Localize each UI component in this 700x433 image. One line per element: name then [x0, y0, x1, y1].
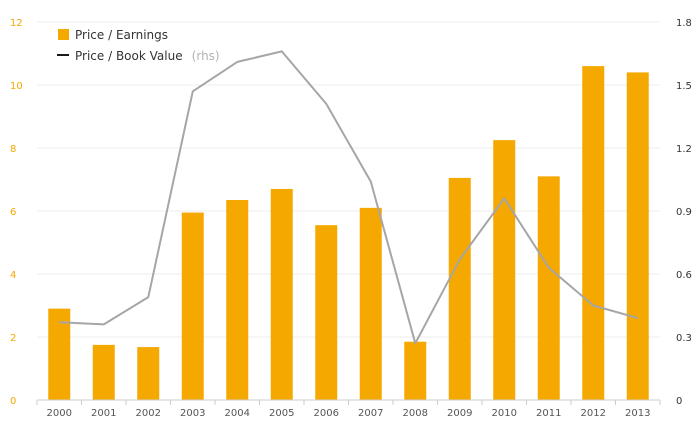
y-left-tick-label: 6: [10, 207, 16, 218]
x-tick-label: 2010: [492, 408, 517, 419]
legend-label-price-book-name: Price / Book Value: [75, 49, 183, 63]
bar-layer: [48, 66, 649, 401]
x-tick-label: 2000: [47, 408, 72, 419]
axis-layer: 0 2 4 6 8 10 12 0 0.3 0.6 0.9 1.2 1.5 1.8 2000 2001 2002…: [10, 18, 692, 419]
y-right-tick-label: 0.6: [676, 270, 692, 281]
x-tick-label: 2002: [136, 408, 161, 419]
bar-price-earnings: [315, 225, 338, 400]
x-tick-label: 2008: [403, 408, 428, 419]
y-left-tick-label: 8: [10, 144, 16, 155]
y-left-tick-label: 12: [10, 18, 23, 29]
y-right-tick-label: 1.2: [676, 144, 692, 155]
x-tick-label: 2005: [269, 408, 294, 419]
bar-price-earnings: [137, 347, 160, 400]
y-left-tick-label: 0: [10, 396, 16, 407]
x-tick-label: 2001: [91, 408, 116, 419]
bar-price-earnings: [448, 177, 471, 400]
y-left-tick-label: 4: [10, 270, 16, 281]
x-tick-label: 2012: [581, 408, 606, 419]
y-left-tick-label: 10: [10, 81, 23, 92]
legend-label-price-book: Price / Book Value (rhs): [75, 45, 220, 64]
bar-price-earnings: [226, 199, 249, 400]
y-right-tick-label: 0.9: [676, 207, 692, 218]
bar-price-earnings: [359, 207, 382, 400]
x-tick-label: 2004: [225, 408, 250, 419]
x-tick-label: 2003: [180, 408, 205, 419]
legend-swatch-price-earnings: [58, 29, 69, 40]
bar-price-earnings: [92, 344, 115, 400]
bar-price-earnings: [48, 308, 71, 400]
y-right-tick-label: 0.3: [676, 333, 692, 344]
line-layer: [59, 50, 639, 345]
legend-label-price-earnings: Price / Earnings: [75, 28, 168, 42]
line-price-book: [59, 50, 639, 345]
bar-price-earnings: [537, 176, 560, 400]
bar-price-earnings: [404, 341, 427, 400]
y-left-tick-label: 2: [10, 333, 16, 344]
y-right-tick-label: 0: [676, 396, 682, 407]
x-tick-label: 2009: [447, 408, 472, 419]
x-tick-label: 2006: [314, 408, 339, 419]
bar-price-earnings: [270, 188, 293, 400]
legend: Price / Earnings Price / Book Value (rhs…: [57, 28, 220, 64]
bar-price-earnings: [493, 140, 516, 400]
bar-price-earnings: [626, 72, 649, 401]
x-tick-label: 2011: [536, 408, 561, 419]
x-tick-label: 2007: [358, 408, 383, 419]
grid-layer: [37, 21, 660, 338]
bar-price-earnings: [582, 66, 605, 400]
y-right-tick-label: 1.8: [676, 18, 692, 29]
legend-label-price-book-suffix: (rhs): [192, 49, 220, 63]
bar-price-earnings: [181, 212, 204, 400]
x-tick-label: 2013: [625, 408, 650, 419]
y-right-tick-label: 1.5: [676, 81, 692, 92]
